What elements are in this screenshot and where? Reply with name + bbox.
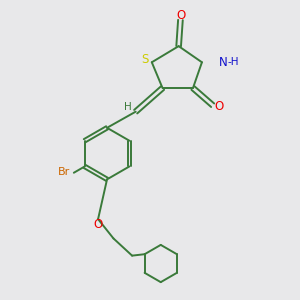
Text: O: O <box>214 100 224 113</box>
Text: O: O <box>176 9 186 22</box>
Text: N: N <box>219 56 227 69</box>
Text: -H: -H <box>228 56 239 67</box>
Text: Br: Br <box>58 167 70 177</box>
Text: H: H <box>124 102 132 112</box>
Text: O: O <box>93 218 102 231</box>
Text: S: S <box>142 53 149 66</box>
